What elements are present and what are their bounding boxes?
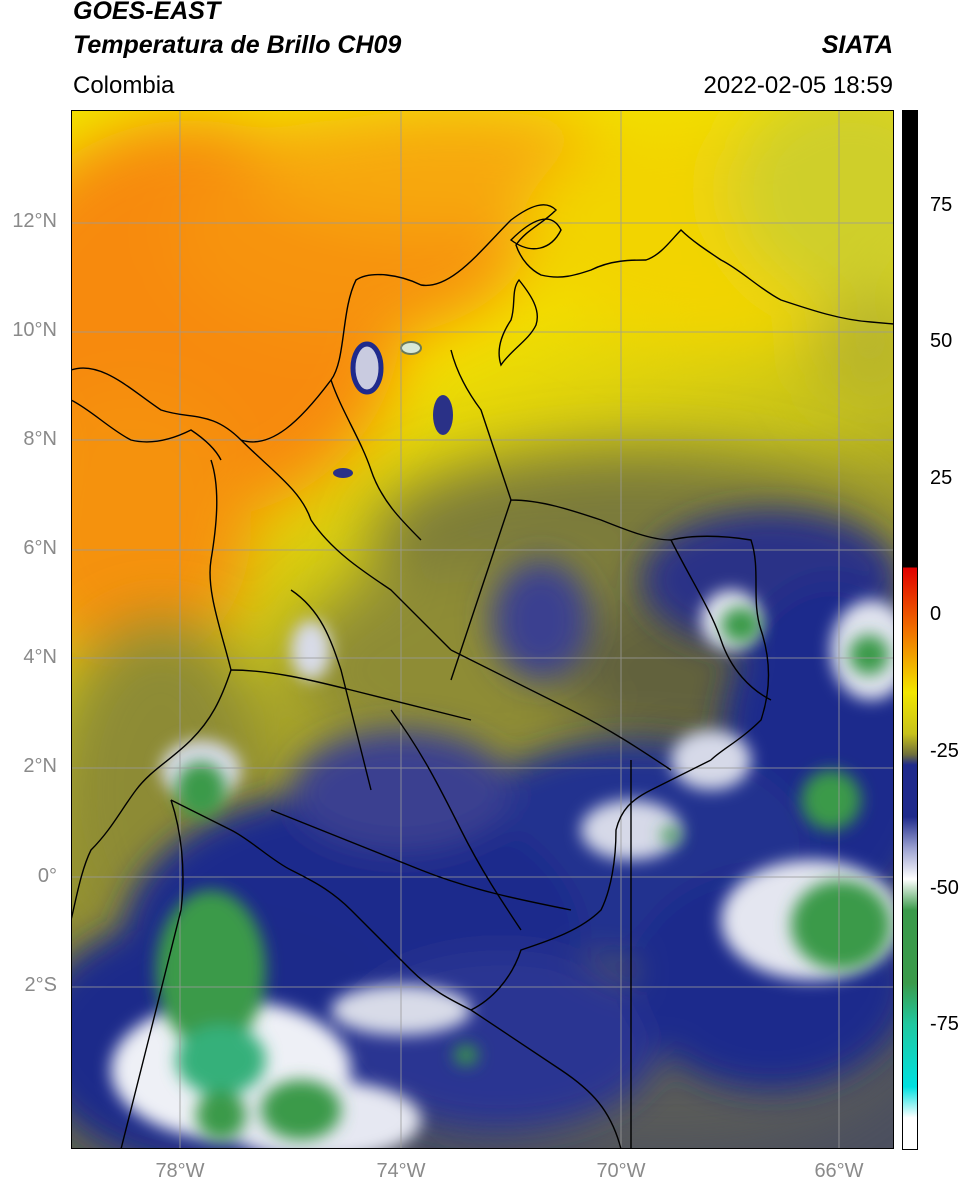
ecuador-border [120,799,184,1149]
colorbar-tick: 0 [930,603,942,625]
title-satellite: GOES-EAST [73,0,221,25]
lat-label: 2°S [24,974,57,996]
guajira [509,218,562,250]
lon-label: 70°W [596,1160,646,1182]
title-product: Temperatura de Brillo CH09 [73,31,402,59]
dept-lines-1 [240,439,452,651]
colorbar-tick: 25 [930,467,953,489]
dept-lines-6 [390,709,522,931]
dept-lines-7 [270,809,572,911]
temperature-colorbar [902,110,918,1150]
colorbar-tick: -75 [930,1013,959,1035]
brightness-temperature-map [71,110,894,1149]
lat-label: 12°N [12,210,57,232]
lat-label: 4°N [23,646,57,668]
lat-label: 8°N [23,428,57,450]
timestamp-label: 2022-02-05 18:59 [703,72,894,99]
lat-label: 2°N [23,755,57,777]
lat-label: 0° [37,865,57,887]
lon-label: 78°W [155,1160,205,1182]
caribbean-coast [71,204,894,443]
dept-lines-8 [450,499,512,681]
graticule [71,110,894,1149]
lat-label: 10°N [12,319,57,341]
colorbar-tick: 50 [930,330,953,352]
dept-lines-3 [230,669,472,721]
organization-label: SIATA [821,31,893,59]
pacific-coast [71,459,232,921]
dept-lines-5 [450,649,672,771]
lat-label: 6°N [23,537,57,559]
colorbar-tick: -25 [930,740,959,762]
lon-label: 66°W [814,1160,864,1182]
dept-lines-4 [290,589,372,791]
dept-lines-2 [330,379,422,541]
lon-label: 74°W [376,1160,426,1182]
colorbar-tick: -50 [930,877,959,899]
panama [71,399,222,461]
northern-cells [333,341,453,478]
political-boundaries [71,204,894,1149]
warm-sea-region [71,110,894,670]
coldest-cores [156,607,891,1140]
colorbar-tick: 75 [930,194,953,216]
map-frame [71,110,894,1149]
peru-border [170,799,472,1011]
colombia-brazil-border [470,759,712,1011]
amazon-outline [470,1009,622,1149]
venezuela-interior [670,539,772,701]
region-label: Colombia [73,72,175,99]
maracaibo-lake [498,278,538,367]
